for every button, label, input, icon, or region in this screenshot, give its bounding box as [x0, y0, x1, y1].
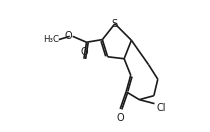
Text: H₃C: H₃C — [43, 35, 59, 44]
Text: Cl: Cl — [156, 103, 166, 113]
Text: O: O — [116, 113, 124, 123]
Text: O: O — [80, 47, 88, 57]
Text: O: O — [64, 31, 72, 41]
Text: S: S — [112, 19, 118, 29]
